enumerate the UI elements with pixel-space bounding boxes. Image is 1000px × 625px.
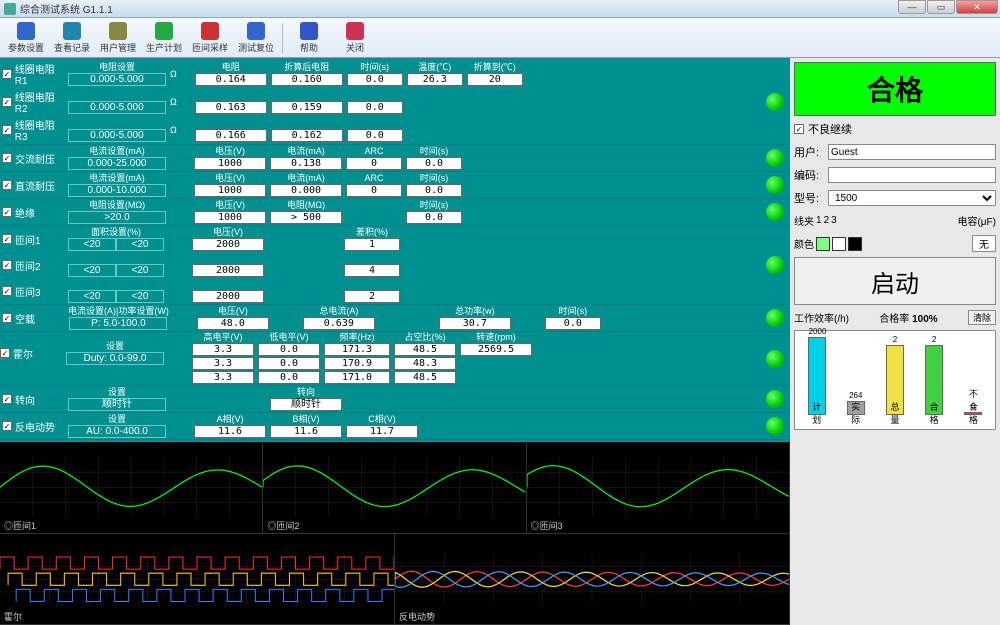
toolbar-参数设置[interactable]: 参数设置	[4, 20, 48, 56]
check-霍尔[interactable]: ✓霍尔	[0, 346, 64, 361]
maximize-button[interactable]: ▭	[927, 0, 955, 14]
code-input[interactable]	[828, 167, 996, 183]
check-直流耐压[interactable]: ✓直流耐压	[2, 178, 66, 193]
toolbar-关闭[interactable]: 关闭	[333, 20, 377, 56]
check-空载[interactable]: ✓空载	[2, 311, 66, 326]
check-交流耐压[interactable]: ✓交流耐压	[2, 151, 66, 166]
toolbar-生产计划[interactable]: 生产计划	[142, 20, 186, 56]
result-box: 合格	[794, 62, 996, 116]
toolbar: 参数设置查看记录用户管理生产计划匝间采样测试复位帮助关闭	[0, 18, 1000, 58]
stats-barchart: 2000计划264实际2总量2合格0不合格	[794, 330, 996, 430]
toolbar-查看记录[interactable]: 查看记录	[50, 20, 94, 56]
continue-checkbox[interactable]: ✓不良继续	[794, 119, 996, 139]
toolbar-测试复位[interactable]: 测试复位	[234, 20, 278, 56]
cap-value: 无	[972, 235, 996, 252]
check-匝间3[interactable]: ✓匝间3	[2, 284, 66, 299]
check-转向[interactable]: ✓转向	[2, 392, 66, 407]
start-button[interactable]: 启动	[794, 257, 996, 305]
toolbar-帮助[interactable]: 帮助	[287, 20, 331, 56]
close-button[interactable]: ✕	[956, 0, 998, 14]
swatch-3[interactable]	[848, 237, 862, 251]
minimize-button[interactable]: —	[898, 0, 926, 14]
titlebar: 综合测试系统 G1.1.1 — ▭ ✕	[0, 0, 1000, 18]
model-select[interactable]: 1500	[828, 190, 996, 206]
app-icon	[4, 3, 16, 15]
check-绝缘[interactable]: ✓绝缘	[2, 205, 66, 220]
swatch-1[interactable]	[816, 237, 830, 251]
check-匝间2[interactable]: ✓匝间2	[2, 258, 66, 273]
check-匝间1[interactable]: ✓匝间1	[2, 232, 66, 247]
window-title: 综合测试系统 G1.1.1	[20, 1, 113, 16]
swatch-2[interactable]	[832, 237, 846, 251]
check-线圈电阻R2[interactable]: ✓线圈电阻R2	[2, 89, 66, 115]
toolbar-用户管理[interactable]: 用户管理	[96, 20, 140, 56]
check-线圈电阻R1[interactable]: ✓线圈电阻R1	[2, 61, 66, 87]
check-反电动势[interactable]: ✓反电动势	[2, 419, 66, 434]
check-线圈电阻R3[interactable]: ✓线圈电阻R3	[2, 117, 66, 143]
clear-button[interactable]: 清除	[968, 310, 996, 325]
user-input[interactable]	[828, 144, 996, 160]
toolbar-匝间采样[interactable]: 匝间采样	[188, 20, 232, 56]
